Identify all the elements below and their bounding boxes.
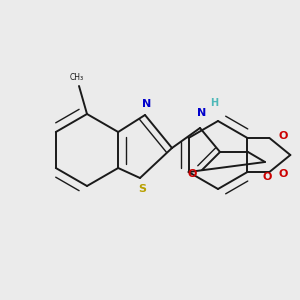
Text: O: O [262, 172, 272, 182]
Text: CH₃: CH₃ [70, 73, 84, 82]
Text: O: O [278, 131, 288, 141]
Text: S: S [138, 184, 146, 194]
Text: O: O [278, 169, 288, 179]
Text: N: N [197, 108, 207, 118]
Text: H: H [210, 98, 218, 108]
Text: O: O [187, 169, 197, 179]
Text: N: N [142, 99, 152, 109]
